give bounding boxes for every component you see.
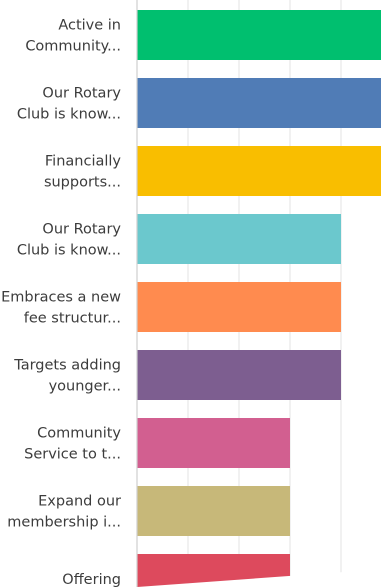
category-label-line: Community xyxy=(37,426,121,442)
category-label-3: Financially supports... xyxy=(44,154,121,191)
category-label-7: Community Service to t... xyxy=(24,426,121,463)
bar-7 xyxy=(137,418,290,468)
category-label-line: Expand our xyxy=(38,494,121,510)
category-label-line: Service to t... xyxy=(24,447,121,463)
category-label-line: membership i... xyxy=(7,515,121,531)
category-label-line: Community... xyxy=(25,39,121,55)
bar-8 xyxy=(137,486,290,536)
category-label-line: fee structur... xyxy=(24,311,121,327)
category-label-6: Targets adding younger... xyxy=(13,358,121,395)
category-label-4: Our Rotary Club is know... xyxy=(17,222,122,259)
category-label-9: Offering xyxy=(62,572,121,587)
category-label-5: Embraces a new fee structur... xyxy=(1,290,121,327)
bar-9 xyxy=(137,554,290,587)
bar-6 xyxy=(137,350,341,400)
category-label-1: Active in Community... xyxy=(25,18,121,55)
category-label-line: Club is know... xyxy=(17,107,121,123)
category-label-line: Club is know... xyxy=(17,243,121,259)
bar-1 xyxy=(137,10,381,60)
category-label-line: Our Rotary xyxy=(42,86,121,102)
category-label-line: supports... xyxy=(44,175,121,191)
category-label-2: Our Rotary Club is know... xyxy=(17,86,122,123)
category-label-line: younger... xyxy=(49,379,121,395)
category-label-8: Expand our membership i... xyxy=(7,494,121,531)
category-label-line: Embraces a new xyxy=(1,290,121,306)
category-label-line: Targets adding xyxy=(13,358,121,374)
bar-5 xyxy=(137,282,341,332)
bar-4 xyxy=(137,214,341,264)
bar-2 xyxy=(137,78,381,128)
bar-3 xyxy=(137,146,381,196)
category-label-line: Active in xyxy=(58,18,121,34)
category-label-line: Offering xyxy=(62,572,121,587)
category-label-line: Our Rotary xyxy=(42,222,121,238)
category-label-line: Financially xyxy=(45,154,122,170)
